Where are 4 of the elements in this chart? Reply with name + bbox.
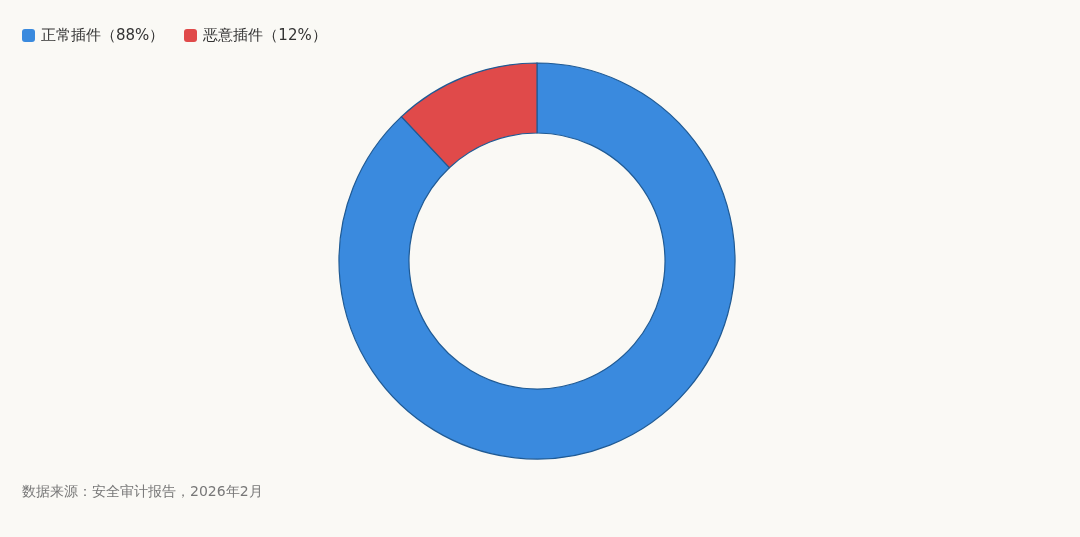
legend-label: 恶意插件（12%） bbox=[203, 26, 327, 45]
donut-slice bbox=[338, 62, 736, 460]
source-note: 数据来源：安全审计报告，2026年2月 bbox=[22, 483, 263, 501]
legend-label: 正常插件（88%） bbox=[41, 26, 165, 45]
